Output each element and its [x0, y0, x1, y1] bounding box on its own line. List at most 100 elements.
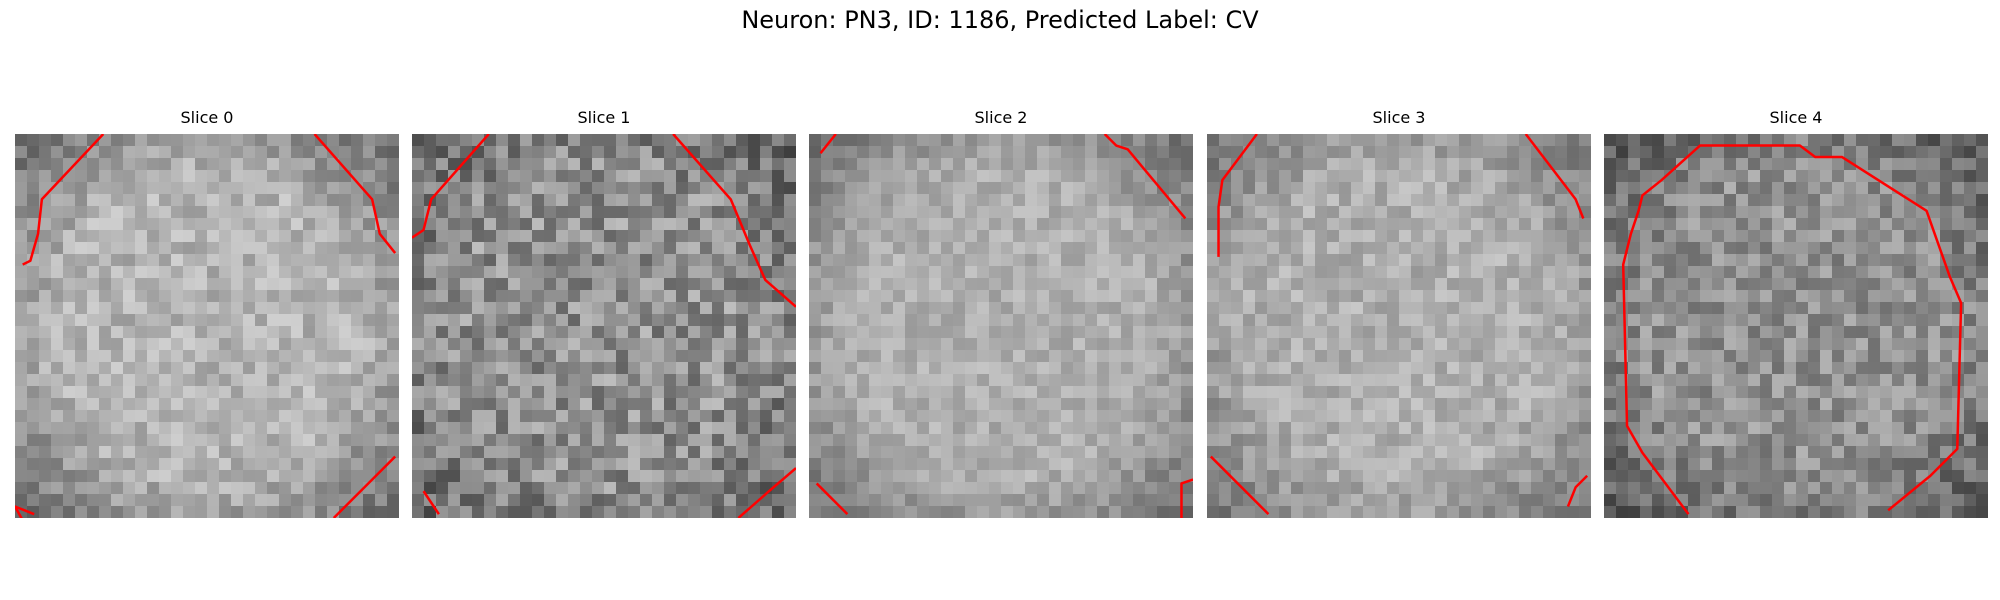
- pixel: [580, 434, 593, 447]
- pixel: [111, 326, 124, 339]
- pixel: [1748, 230, 1761, 243]
- pixel: [87, 194, 100, 207]
- pixel: [1928, 134, 1941, 147]
- pixel: [1579, 254, 1591, 267]
- pixel: [1652, 158, 1665, 171]
- pixel: [484, 218, 497, 231]
- pixel: [279, 506, 292, 518]
- pixel: [1976, 386, 1988, 399]
- pixel: [556, 386, 569, 399]
- pixel: [1013, 482, 1026, 495]
- pixel: [135, 290, 148, 303]
- pixel: [195, 458, 208, 471]
- pixel: [568, 314, 581, 327]
- pixel: [520, 254, 533, 267]
- pixel: [1061, 398, 1074, 411]
- pixel: [1339, 206, 1352, 219]
- pixel: [977, 398, 990, 411]
- pixel: [1387, 170, 1400, 183]
- pixel: [1145, 134, 1158, 147]
- pixel: [1796, 278, 1809, 291]
- pixel: [965, 410, 978, 423]
- pixel: [1976, 338, 1988, 351]
- pixel: [1181, 218, 1193, 231]
- pixel: [460, 458, 473, 471]
- pixel: [1495, 146, 1508, 159]
- pixel: [1471, 494, 1484, 507]
- pixel: [1507, 470, 1520, 483]
- pixel: [544, 338, 557, 351]
- pixel: [917, 326, 930, 339]
- pixel: [989, 326, 1002, 339]
- pixel: [821, 434, 834, 447]
- pixel: [845, 218, 858, 231]
- pixel: [1001, 218, 1014, 231]
- pixel: [1255, 242, 1268, 255]
- pixel: [1952, 302, 1965, 315]
- pixel: [460, 374, 473, 387]
- pixel: [339, 326, 352, 339]
- pixel: [893, 218, 906, 231]
- pixel: [1880, 314, 1893, 327]
- pixel: [1363, 134, 1376, 147]
- pixel: [436, 458, 449, 471]
- pixel: [881, 158, 894, 171]
- pixel: [255, 434, 268, 447]
- pixel: [1255, 362, 1268, 375]
- pixel: [1459, 470, 1472, 483]
- pixel: [1820, 182, 1833, 195]
- pixel: [1001, 242, 1014, 255]
- pixel: [39, 326, 52, 339]
- pixel: [1652, 326, 1665, 339]
- pixel: [436, 278, 449, 291]
- pixel: [460, 194, 473, 207]
- pixel: [580, 482, 593, 495]
- pixel: [1748, 242, 1761, 255]
- pixel: [869, 170, 882, 183]
- pixel: [905, 254, 918, 267]
- pixel: [1207, 494, 1220, 507]
- pixel: [1133, 182, 1146, 195]
- pixel: [195, 422, 208, 435]
- pixel: [869, 158, 882, 171]
- pixel: [1832, 194, 1845, 207]
- pixel: [1435, 374, 1448, 387]
- pixel: [1459, 386, 1472, 399]
- pixel: [1387, 254, 1400, 267]
- pixel: [1964, 170, 1977, 183]
- pixel: [339, 266, 352, 279]
- pixel: [75, 230, 88, 243]
- pixel: [1399, 434, 1412, 447]
- pixel: [183, 446, 196, 459]
- pixel: [736, 506, 749, 518]
- pixel: [1267, 410, 1280, 423]
- pixel: [1327, 470, 1340, 483]
- pixel: [279, 314, 292, 327]
- pixel: [303, 482, 316, 495]
- pixel: [1231, 266, 1244, 279]
- pixel: [1303, 398, 1316, 411]
- pixel: [905, 458, 918, 471]
- pixel: [1291, 266, 1304, 279]
- pixel: [339, 302, 352, 315]
- pixel: [1604, 386, 1617, 399]
- pixel: [207, 458, 220, 471]
- pixel: [231, 254, 244, 267]
- pixel: [1291, 254, 1304, 267]
- pixel: [1844, 326, 1857, 339]
- pixel: [1267, 458, 1280, 471]
- pixel: [532, 182, 545, 195]
- pixel: [1604, 230, 1617, 243]
- pixel: [1964, 290, 1977, 303]
- pixel: [568, 134, 581, 147]
- pixel: [135, 266, 148, 279]
- pixel: [1133, 422, 1146, 435]
- pixel: [1291, 338, 1304, 351]
- pixel: [1025, 446, 1038, 459]
- pixel: [267, 254, 280, 267]
- pixel: [27, 446, 40, 459]
- pixel: [1061, 158, 1074, 171]
- pixel: [1399, 362, 1412, 375]
- pixel: [857, 398, 870, 411]
- pixel: [387, 362, 399, 375]
